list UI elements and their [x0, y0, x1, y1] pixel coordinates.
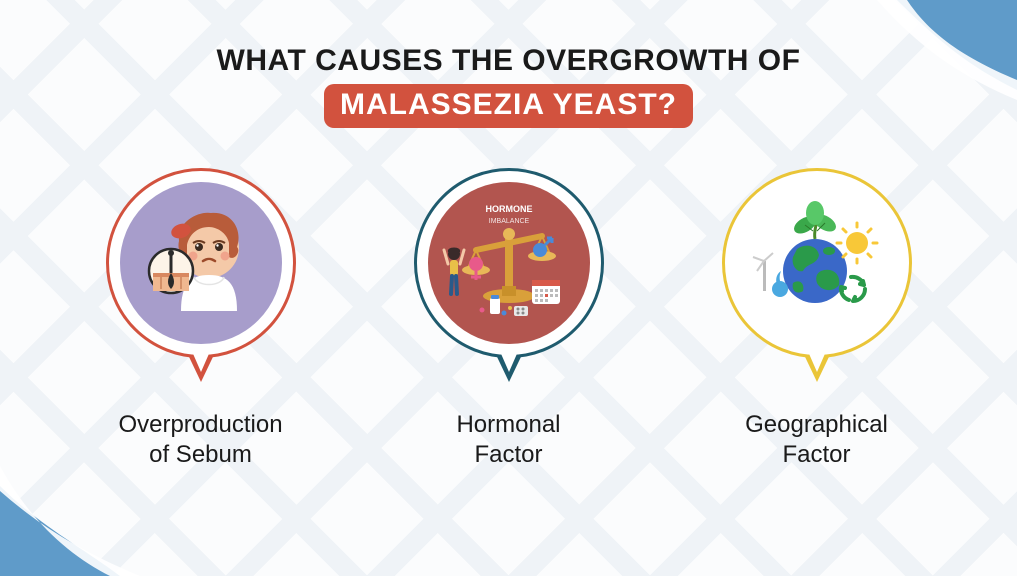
- corner-accent-bottom-left: [0, 466, 140, 576]
- card-label-sebum: Overproduction of Sebum: [118, 410, 282, 470]
- earth-eco-illustration-icon: [747, 193, 887, 333]
- label-line: Factor: [474, 441, 542, 468]
- label-line: of Sebum: [149, 441, 252, 468]
- card-sebum: Overproduction of Sebum: [81, 168, 321, 470]
- inner-circle: [736, 182, 898, 344]
- card-label-geographical: Geographical Factor: [745, 410, 888, 470]
- card-hormonal: HORMONE IMBALANCE: [389, 168, 629, 470]
- cards-row: Overproduction of Sebum HORMONE IMBALANC…: [0, 168, 1017, 470]
- inner-circle: [120, 182, 282, 344]
- label-line: Hormonal: [456, 411, 560, 438]
- label-line: Overproduction: [118, 411, 282, 438]
- svg-text:IMBALANCE: IMBALANCE: [488, 218, 529, 225]
- pin-tail-fill: [187, 340, 215, 372]
- title-line-1: WHAT CAUSES THE OVERGROWTH OF: [0, 44, 1017, 78]
- label-line: Factor: [782, 441, 850, 468]
- inner-circle: HORMONE IMBALANCE: [428, 182, 590, 344]
- hormone-scale-illustration-icon: HORMONE IMBALANCE: [434, 188, 584, 338]
- pin-tail-fill: [803, 340, 831, 372]
- svg-text:HORMONE: HORMONE: [485, 204, 532, 214]
- pin-tail-fill: [495, 340, 523, 372]
- page-title: WHAT CAUSES THE OVERGROWTH OF MALASSEZIA…: [0, 0, 1017, 128]
- card-geographical: Geographical Factor: [697, 168, 937, 470]
- pin-sebum: [106, 168, 296, 398]
- title-line-2-highlight: MALASSEZIA YEAST?: [324, 84, 693, 128]
- pin-geographical: [722, 168, 912, 398]
- sebum-illustration-icon: [131, 193, 271, 333]
- card-label-hormonal: Hormonal Factor: [456, 410, 560, 470]
- pin-hormonal: HORMONE IMBALANCE: [414, 168, 604, 398]
- label-line: Geographical: [745, 411, 888, 438]
